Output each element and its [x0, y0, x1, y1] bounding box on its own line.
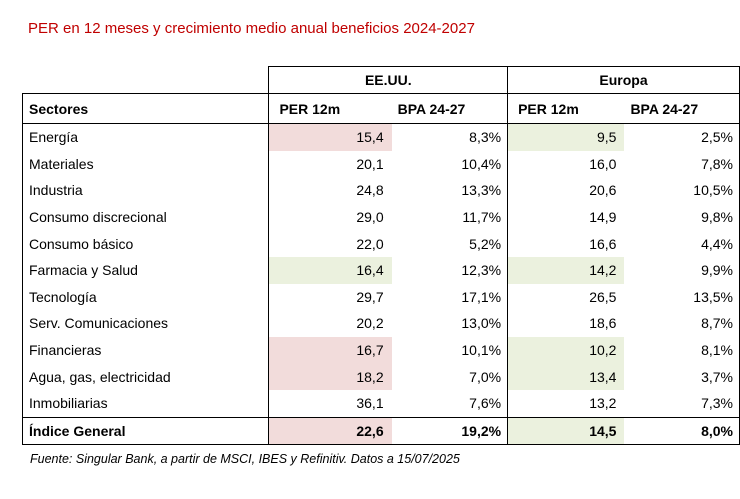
cell-eu-per: 18,6: [507, 310, 625, 337]
cell-usa-per: 16,4: [268, 256, 392, 284]
table-row: Agua, gas, electricidad 18,2 7,0% 13,4 3,7%: [21, 363, 740, 390]
header-sector: Sectores: [21, 93, 269, 124]
cell-usa-per: 15,4: [268, 123, 392, 151]
total-row: Índice General 22,6 19,2% 14,5 8,0%: [21, 416, 740, 445]
cell-eu-bpa: 8,7%: [624, 310, 740, 337]
valuation-table: EE.UU. Europa Sectores PER 12m BPA 24-27…: [21, 66, 740, 445]
cell-usa-bpa: 12,3%: [461, 262, 502, 279]
empty-corner-cell: [23, 67, 269, 94]
cell-usa-per: 36,1: [268, 389, 392, 418]
header-eu-bpa: BPA 24-27: [624, 93, 740, 124]
total-eu-per: 14,5: [507, 416, 625, 445]
cell-usa-bpa: 11,7%: [462, 209, 502, 226]
header-eu-per: PER 12m: [507, 93, 625, 124]
total-usa-per: 22,6: [268, 416, 392, 445]
cell-usa-per: 16,7: [268, 336, 392, 364]
cell-sector: Financieras: [21, 336, 269, 364]
cell-usa-bpa: 7,6%: [469, 395, 502, 412]
cell-usa-bpa: 5,2%: [469, 235, 502, 252]
cell-usa-per: 20,2: [268, 310, 392, 337]
group-europe: Europa: [507, 66, 740, 94]
table-row: Industria 24,8 13,3% 20,6 10,5%: [21, 177, 740, 204]
source-footnote: Fuente: Singular Bank, a partir de MSCI,…: [30, 452, 460, 466]
cell-eu-per: 16,6: [507, 230, 625, 257]
group-usa: EE.UU.: [268, 66, 508, 94]
table-row: Farmacia y Salud 16,4 12,3% 14,2 9,9%: [21, 256, 740, 284]
table-row: Tecnología 29,7 17,1% 26,5 13,5%: [21, 283, 740, 311]
cell-sector: Inmobiliarias: [21, 389, 269, 418]
cell-eu-per: 16,0: [507, 150, 625, 178]
cell-usa-bpa: 13,3%: [461, 182, 502, 199]
cell-eu-per: 26,5: [507, 283, 625, 311]
total-sector: Índice General: [21, 416, 269, 445]
cell-eu-bpa: 7,8%: [624, 150, 740, 178]
cell-usa-per: 29,7: [268, 283, 392, 311]
table-row: Consumo discrecional 29,0 11,7% 14,9 9,8%: [21, 203, 740, 231]
cell-sector: Farmacia y Salud: [21, 256, 269, 284]
cell-sector: Materiales: [21, 150, 269, 178]
cell-sector: Industria: [21, 177, 269, 204]
table-row: Consumo básico 22,0 5,2% 16,6 4,4%: [21, 230, 740, 257]
cell-usa-bpa: 10,1%: [461, 342, 502, 359]
table-row: Energía 15,4 8,3% 9,5 2,5%: [21, 123, 740, 151]
cell-usa-bpa: 13,0%: [461, 315, 502, 332]
cell-sector: Serv. Comunicaciones: [21, 310, 269, 337]
cell-usa-per: 24,8: [268, 177, 392, 204]
cell-usa-bpa: 17,1%: [461, 288, 502, 305]
cell-eu-bpa: 10,5%: [624, 177, 740, 204]
cell-eu-bpa: 9,9%: [624, 256, 740, 284]
header-usa-per: PER 12m: [268, 93, 392, 124]
cell-usa-per: 29,0: [268, 203, 392, 231]
group-header-row: EE.UU. Europa: [23, 66, 740, 94]
total-eu-bpa: 8,0%: [624, 416, 740, 445]
table-row: Inmobiliarias 36,1 7,6% 13,2 7,3%: [21, 389, 740, 418]
cell-eu-per: 9,5: [507, 123, 625, 151]
cell-eu-per: 13,2: [507, 389, 625, 418]
cell-eu-bpa: 7,3%: [624, 389, 740, 418]
table-title: PER en 12 meses y crecimiento medio anua…: [28, 20, 475, 37]
cell-usa-per: 18,2: [268, 363, 392, 390]
cell-eu-bpa: 8,1%: [624, 336, 740, 364]
cell-sector: Agua, gas, electricidad: [21, 363, 269, 390]
cell-eu-per: 13,4: [507, 363, 625, 390]
cell-eu-per: 10,2: [507, 336, 625, 364]
table-row: Serv. Comunicaciones 20,2 13,0% 18,6 8,7%: [21, 310, 740, 337]
cell-sector: Consumo básico: [21, 230, 269, 257]
cell-eu-per: 20,6: [507, 177, 625, 204]
cell-eu-per: 14,9: [507, 203, 625, 231]
cell-eu-bpa: 9,8%: [624, 203, 740, 231]
cell-sector: Energía: [21, 123, 269, 151]
cell-usa-per: 20,1: [268, 150, 392, 178]
table-row: Financieras 16,7 10,1% 10,2 8,1%: [21, 336, 740, 364]
total-usa-bpa: 19,2%: [391, 416, 508, 445]
table-row: Materiales 20,1 10,4% 16,0 7,8%: [21, 150, 740, 178]
header-usa-bpa: BPA 24-27: [391, 93, 508, 124]
cell-eu-bpa: 13,5%: [624, 283, 740, 311]
cell-eu-per: 14,2: [507, 256, 625, 284]
cell-usa-per: 22,0: [268, 230, 392, 257]
cell-usa-bpa: 7,0%: [469, 368, 502, 385]
cell-usa-bpa: 8,3%: [469, 129, 502, 146]
cell-sector: Consumo discrecional: [21, 203, 269, 231]
cell-eu-bpa: 4,4%: [624, 230, 740, 257]
cell-eu-bpa: 2,5%: [624, 123, 740, 151]
cell-sector: Tecnología: [21, 283, 269, 311]
cell-usa-bpa: 10,4%: [461, 155, 502, 172]
column-header-row: Sectores PER 12m BPA 24-27 PER 12m BPA 2…: [21, 93, 740, 124]
cell-eu-bpa: 3,7%: [624, 363, 740, 390]
